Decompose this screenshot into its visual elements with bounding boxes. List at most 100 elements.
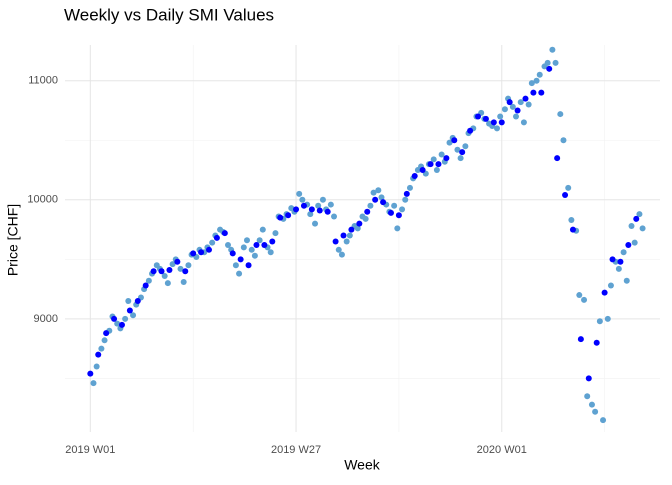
point: [180, 278, 187, 285]
point: [236, 270, 243, 277]
point: [457, 155, 464, 162]
point: [267, 249, 274, 256]
point: [315, 202, 322, 209]
point: [90, 380, 97, 387]
point: [93, 363, 100, 370]
y-tick-label: 11000: [28, 75, 58, 87]
point: [577, 336, 584, 343]
point: [533, 77, 540, 84]
point: [356, 220, 363, 227]
point: [182, 268, 189, 275]
y-tick-label: 9000: [34, 313, 58, 325]
point: [419, 167, 426, 174]
y-axis-label: Price [CHF]: [5, 204, 21, 276]
point: [562, 192, 569, 199]
point: [406, 184, 413, 191]
point: [403, 190, 410, 197]
point: [259, 226, 266, 233]
point: [585, 375, 592, 382]
point: [185, 262, 192, 269]
point: [522, 95, 529, 102]
point: [312, 220, 319, 227]
point: [229, 250, 236, 257]
point: [576, 292, 583, 299]
point: [399, 206, 406, 213]
point: [251, 252, 258, 259]
point: [308, 206, 315, 213]
point: [206, 246, 213, 253]
point: [581, 296, 588, 303]
point: [506, 99, 513, 106]
point: [607, 282, 614, 289]
point: [387, 209, 394, 216]
point: [209, 239, 216, 246]
point: [546, 65, 553, 72]
point: [568, 217, 575, 224]
point: [620, 249, 627, 256]
point: [134, 298, 141, 305]
point: [623, 277, 630, 284]
point: [370, 189, 377, 196]
point: [454, 146, 461, 153]
point: [538, 89, 545, 96]
point: [459, 149, 466, 156]
point: [443, 155, 450, 162]
point: [240, 244, 247, 251]
point: [628, 222, 635, 229]
point: [87, 370, 94, 377]
point: [245, 262, 252, 269]
point: [604, 315, 611, 322]
point: [256, 237, 263, 244]
point: [364, 208, 371, 215]
point: [293, 206, 300, 213]
point: [391, 202, 398, 209]
point: [122, 315, 129, 322]
point: [592, 408, 599, 415]
point: [224, 242, 231, 249]
point: [343, 238, 350, 245]
point: [95, 351, 102, 358]
point: [166, 267, 173, 274]
point: [569, 226, 576, 233]
point: [103, 330, 110, 337]
point: [98, 345, 105, 352]
point: [248, 246, 255, 253]
point: [462, 143, 469, 150]
point: [332, 238, 339, 245]
point: [482, 115, 489, 122]
point: [617, 258, 624, 265]
point: [530, 89, 537, 96]
point: [253, 242, 260, 249]
point: [378, 194, 385, 201]
y-tick-label: 10000: [27, 194, 58, 206]
point: [584, 393, 591, 400]
point: [451, 137, 458, 144]
point: [335, 246, 342, 253]
point: [232, 262, 239, 269]
point: [272, 230, 279, 237]
point: [213, 234, 220, 241]
point: [101, 337, 108, 344]
point: [346, 232, 353, 239]
point: [633, 215, 640, 222]
point: [557, 111, 564, 118]
point: [142, 282, 149, 289]
point: [114, 320, 121, 327]
point: [600, 417, 607, 424]
point: [560, 137, 567, 144]
x-tick-label: 2019 W27: [271, 444, 321, 456]
x-tick-label: 2019 W01: [65, 444, 115, 456]
point: [475, 113, 482, 120]
point: [327, 201, 334, 208]
point: [501, 106, 508, 113]
point: [494, 125, 501, 132]
point: [300, 202, 307, 209]
point: [261, 242, 268, 249]
point: [164, 280, 171, 287]
point: [514, 107, 521, 114]
point: [277, 214, 284, 221]
x-axis-label: Week: [344, 457, 381, 473]
point: [625, 242, 632, 249]
point: [307, 211, 314, 218]
